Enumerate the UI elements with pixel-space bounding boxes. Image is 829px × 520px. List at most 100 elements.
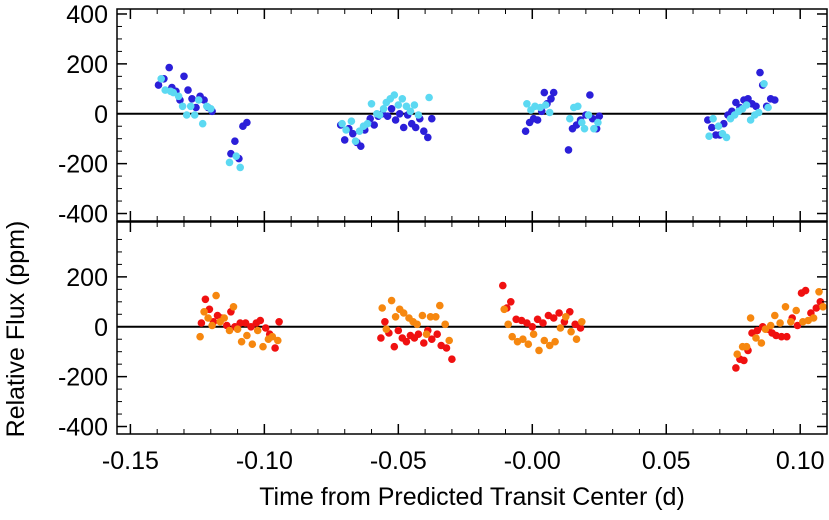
top-series-a-point-24: [357, 142, 365, 150]
bottom-series-d-point-53: [746, 314, 755, 322]
bottom-series-d-point-9: [233, 325, 242, 334]
bottom-series-d-point-28: [422, 330, 431, 339]
bottom-series-c-point-1: [201, 295, 210, 304]
top-series-b-point-52: [709, 114, 717, 123]
top-series-a-point-59: [595, 112, 604, 120]
bottom-series-c-point-50: [576, 324, 585, 332]
bottom-series-d-point-52: [742, 342, 751, 351]
top-series-a-point-42: [521, 127, 530, 135]
top-series-b-point-17: [342, 126, 350, 134]
bottom-series-d-point-31: [436, 301, 444, 310]
top-series-b-point-53: [714, 122, 723, 130]
top-series-b-point-49: [590, 124, 598, 133]
bottom-series-d-point-26: [413, 320, 421, 329]
top-y-tick-label-4: 400: [66, 1, 108, 29]
top-series-b-point-65: [764, 103, 772, 112]
bottom-series-c-point-14: [261, 324, 270, 332]
bottom-series-c-point-49: [571, 320, 579, 329]
top-series-b-point-25: [375, 111, 384, 119]
bottom-series-d-point-41: [535, 346, 543, 355]
bottom-series-c-point-51: [732, 364, 740, 372]
top-series-b-point-29: [390, 91, 399, 99]
top-series-b-point-5: [178, 102, 187, 111]
bottom-series-d-point-59: [776, 319, 784, 327]
top-series-a-point-0: [154, 81, 163, 89]
bottom-panel: -400 -200 0 200: [58, 221, 828, 442]
top-series-a-point-41: [428, 114, 436, 123]
bottom-series-c-point-27: [414, 330, 423, 339]
top-series-b-point-47: [580, 124, 589, 133]
bottom-series-c-point-41: [528, 323, 537, 331]
bottom-series-c-point-68: [812, 304, 821, 312]
bottom-y-tick-label-0: -400: [58, 414, 108, 442]
bottom-series-d-point-32: [441, 320, 450, 329]
top-series-b-point-18: [347, 117, 356, 125]
top-series-a-point-45: [533, 116, 542, 124]
bottom-series-d-point-12: [248, 340, 257, 349]
bottom-points: [196, 281, 827, 372]
bottom-series-d-point-40: [529, 330, 538, 339]
x-tick-label-4: 0.05: [642, 447, 691, 475]
top-series-b-point-51: [705, 132, 713, 140]
top-ticks: [117, 9, 827, 221]
bottom-series-d-point-49: [578, 318, 586, 326]
bottom-series-d-point-61: [787, 318, 795, 326]
top-series-a-point-31: [387, 105, 396, 113]
bottom-series-c-point-24: [402, 337, 411, 346]
bottom-series-c-point-53: [740, 356, 748, 365]
top-series-a-point-15: [231, 137, 239, 145]
bottom-series-d-point-0: [196, 332, 204, 341]
top-series-b-point-12: [207, 105, 215, 113]
bottom-series-c-point-16: [271, 344, 279, 352]
bottom-series-d-point-62: [792, 306, 800, 315]
bottom-series-c-point-40: [523, 319, 531, 327]
bottom-series-d-point-4: [212, 291, 220, 300]
top-series-b-point-61: [746, 116, 755, 124]
top-series-b-point-9: [194, 96, 203, 104]
top-series-a-point-51: [564, 146, 573, 154]
top-series-a-point-49: [547, 95, 555, 103]
top-series-b-point-22: [363, 119, 372, 128]
top-series-b-point-42: [545, 108, 554, 117]
top-series-b-point-16: [338, 119, 346, 128]
top-series-b-point-6: [182, 111, 191, 119]
top-series-b-point-31: [398, 95, 407, 103]
bottom-series-d-point-11: [243, 331, 251, 340]
top-series-b-point-43: [566, 114, 574, 123]
top-series-a-point-6: [180, 72, 188, 81]
bottom-series-d-point-66: [815, 288, 823, 296]
bottom-series-d-point-55: [757, 339, 766, 347]
top-series-a-point-18: [243, 118, 251, 127]
bottom-series-c-point-46: [555, 309, 563, 317]
bottom-series-c-point-42: [533, 315, 542, 324]
bottom-series-c-point-13: [256, 316, 265, 325]
top-series-a-point-72: [752, 102, 760, 111]
bottom-series-d-point-1: [200, 308, 208, 316]
bottom-series-c-point-34: [448, 355, 456, 364]
x-tick-label-3: -0.00: [504, 447, 561, 475]
bottom-series-c-point-0: [197, 319, 206, 327]
bottom-series-c-point-56: [753, 326, 762, 335]
top-series-a-point-50: [549, 88, 558, 97]
top-series-b-point-14: [232, 152, 240, 160]
x-tick-label-0: -0.15: [102, 447, 159, 475]
bottom-series-d-point-42: [540, 336, 549, 345]
bottom-series-d-point-57: [766, 321, 775, 330]
bottom-y-tick-label-3: 200: [66, 264, 108, 292]
top-series-a-point-27: [370, 121, 379, 129]
bottom-series-c-point-66: [801, 286, 810, 295]
top-series-b-point-30: [394, 101, 403, 109]
top-series-a-point-37: [411, 123, 420, 132]
bottom-series-d-point-67: [819, 303, 827, 311]
top-series-b-point-10: [198, 119, 207, 128]
top-series-a-point-34: [399, 123, 408, 132]
top-series-b-point-3: [169, 88, 178, 97]
bottom-series-d-point-6: [220, 314, 228, 322]
top-y-tick-label-2: 0: [94, 101, 108, 129]
bottom-series-c-point-19: [381, 318, 389, 326]
bottom-series-c-point-37: [507, 298, 515, 306]
top-series-b-point-34: [410, 101, 419, 109]
bottom-series-c-point-22: [394, 326, 403, 335]
top-series-b-point-8: [190, 111, 199, 119]
bottom-series-c-point-62: [783, 332, 791, 341]
